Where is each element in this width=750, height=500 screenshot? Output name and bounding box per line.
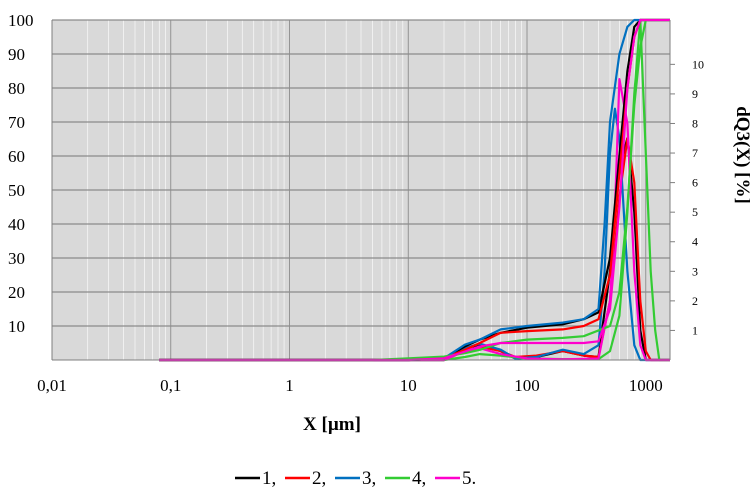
y2-tick-label: 7 bbox=[692, 146, 698, 160]
legend: 1, 2, 3, 4, 5. bbox=[235, 468, 476, 489]
x-tick-label: 0,1 bbox=[160, 376, 181, 395]
right-axis-title: dQ3(X) [%] bbox=[732, 106, 750, 204]
y-tick-label: 10 bbox=[8, 317, 25, 336]
x-axis-title: X [µm] bbox=[303, 414, 361, 435]
legend-label-4: 4, bbox=[412, 468, 426, 489]
y2-tick-label: 8 bbox=[692, 116, 698, 130]
y2-tick-label: 6 bbox=[692, 176, 698, 190]
y2-tick-label: 10 bbox=[692, 57, 704, 71]
x-tick-label: 0,01 bbox=[37, 376, 67, 395]
series-4-density-line bbox=[159, 18, 670, 362]
y2-tick-label: 1 bbox=[692, 323, 698, 337]
y-tick-label: 80 bbox=[8, 79, 25, 98]
y-tick-label: 60 bbox=[8, 147, 25, 166]
y2-tick-label: 4 bbox=[692, 235, 698, 249]
y-tick-label: 20 bbox=[8, 283, 25, 302]
y2-tick-label: 5 bbox=[692, 205, 698, 219]
y2-tick-label: 2 bbox=[692, 294, 698, 308]
y-tick-label: 50 bbox=[8, 181, 25, 200]
legend-label-3: 3, bbox=[362, 468, 376, 489]
tick-labels: 10 20 30 40 50 60 70 80 90 100 0,01 0,1 1 10 100 1000 1 2… bbox=[8, 11, 704, 395]
y2-tick-label: 3 bbox=[692, 264, 698, 278]
y-tick-label: 30 bbox=[8, 249, 25, 268]
legend-label-1: 1, bbox=[262, 468, 276, 489]
x-tick-label: 10 bbox=[400, 376, 417, 395]
y-tick-label: 40 bbox=[8, 215, 25, 234]
y2-tick-label: 9 bbox=[692, 87, 698, 101]
y-tick-label: 100 bbox=[8, 11, 34, 30]
legend-label-5: 5. bbox=[462, 468, 476, 489]
y-tick-label: 90 bbox=[8, 45, 25, 64]
series-3-cumulative-line bbox=[159, 18, 670, 362]
x-tick-label: 1000 bbox=[629, 376, 663, 395]
x-tick-label: 100 bbox=[514, 376, 540, 395]
y-tick-label: 70 bbox=[8, 113, 25, 132]
axes bbox=[51, 20, 675, 361]
series-5-cumulative-line bbox=[159, 18, 670, 362]
series-4-cumulative-line bbox=[159, 18, 670, 362]
series-layer bbox=[159, 18, 670, 362]
legend-label-2: 2, bbox=[312, 468, 326, 489]
x-tick-label: 1 bbox=[285, 376, 294, 395]
